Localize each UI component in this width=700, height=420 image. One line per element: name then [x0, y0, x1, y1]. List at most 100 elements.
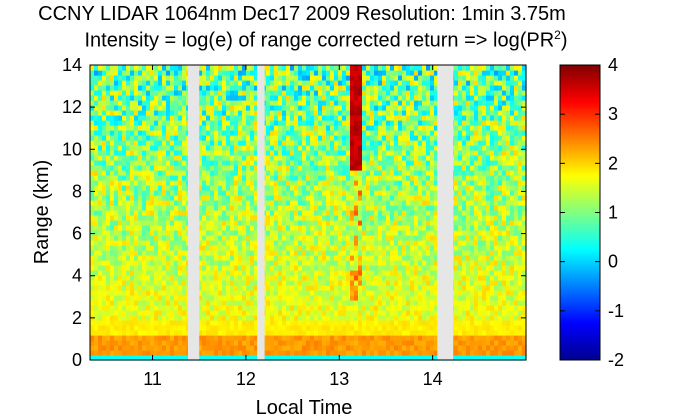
heatmap-cell [346, 355, 351, 361]
heatmap-cell [406, 340, 411, 346]
heatmap-cell [346, 315, 351, 321]
heatmap-cell [282, 310, 287, 316]
heatmap-cell [122, 320, 127, 326]
heatmap-cell [102, 235, 107, 241]
heatmap-cell [406, 115, 411, 121]
heatmap-cell [410, 275, 415, 281]
heatmap-cell [98, 355, 103, 361]
heatmap-cell [314, 240, 319, 246]
heatmap-cell [250, 235, 255, 241]
heatmap-cell [294, 95, 299, 101]
heatmap-cell [210, 285, 215, 291]
heatmap-cell [102, 290, 107, 296]
heatmap-cell [102, 285, 107, 291]
heatmap-cell [346, 65, 351, 71]
heatmap-cell [290, 330, 295, 336]
heatmap-cell [182, 225, 187, 231]
heatmap-cell [234, 100, 239, 106]
heatmap-cell [334, 235, 339, 241]
heatmap-cell [206, 280, 211, 286]
heatmap-cell [358, 65, 363, 71]
heatmap-cell [126, 355, 131, 361]
heatmap-cell [246, 340, 251, 346]
heatmap-cell [230, 225, 235, 231]
heatmap-cell [290, 275, 295, 281]
heatmap-cell [110, 290, 115, 296]
heatmap-cell [226, 300, 231, 306]
heatmap-cell [90, 100, 95, 106]
heatmap-cell [90, 215, 95, 221]
heatmap-cell [122, 80, 127, 86]
heatmap-cell [158, 120, 163, 126]
heatmap-cell [138, 110, 143, 116]
heatmap-cell [222, 255, 227, 261]
heatmap-cell [426, 325, 431, 331]
heatmap-cell [382, 275, 387, 281]
heatmap-cell [346, 255, 351, 261]
heatmap-cell [270, 280, 275, 286]
heatmap-cell [122, 310, 127, 316]
heatmap-cell [154, 115, 159, 121]
heatmap-cell [110, 255, 115, 261]
heatmap-cell [414, 190, 419, 196]
heatmap-cell [418, 275, 423, 281]
heatmap-cell [294, 350, 299, 356]
heatmap-cell [122, 340, 127, 346]
heatmap-cell [382, 120, 387, 126]
heatmap-cell [170, 180, 175, 186]
heatmap-cell [226, 255, 231, 261]
heatmap-cell [418, 220, 423, 226]
heatmap-cell [254, 85, 259, 91]
heatmap-cell [294, 130, 299, 136]
heatmap-cell [374, 250, 379, 256]
heatmap-cell [350, 145, 355, 151]
heatmap-cell [114, 90, 119, 96]
heatmap-cell [422, 105, 427, 111]
heatmap-cell [90, 205, 95, 211]
heatmap-cell [326, 190, 331, 196]
heatmap-cell [406, 90, 411, 96]
heatmap-cell [182, 345, 187, 351]
heatmap-cell [254, 115, 259, 121]
heatmap-cell [130, 145, 135, 151]
heatmap-cell [130, 260, 135, 266]
heatmap-cell [306, 290, 311, 296]
heatmap-cell [214, 215, 219, 221]
heatmap-cell [218, 65, 223, 71]
heatmap-cell [214, 355, 219, 361]
heatmap-cell [354, 355, 359, 361]
heatmap-cell [110, 240, 115, 246]
heatmap-cell [98, 155, 103, 161]
heatmap-cell [126, 115, 131, 121]
heatmap-cell [266, 265, 271, 271]
heatmap-cell [418, 250, 423, 256]
heatmap-cell [266, 135, 271, 141]
heatmap-cell [274, 165, 279, 171]
heatmap-cell [254, 145, 259, 151]
heatmap-cell [110, 90, 115, 96]
heatmap-cell [314, 345, 319, 351]
heatmap-cell [174, 100, 179, 106]
heatmap-cell [302, 335, 307, 341]
heatmap-cell [150, 205, 155, 211]
heatmap-cell [370, 190, 375, 196]
heatmap-cell [298, 70, 303, 76]
heatmap-cell [162, 350, 167, 356]
heatmap-cell [182, 85, 187, 91]
heatmap-cell [110, 225, 115, 231]
heatmap-cell [378, 80, 383, 86]
heatmap-cell [118, 220, 123, 226]
heatmap-cell [290, 125, 295, 131]
heatmap-cell [90, 355, 95, 361]
heatmap-cell [378, 325, 383, 331]
heatmap-cell [226, 75, 231, 81]
heatmap-cell [286, 195, 291, 201]
heatmap-cell [402, 270, 407, 276]
heatmap-cell [222, 300, 227, 306]
heatmap-cell [390, 280, 395, 286]
heatmap-cell [378, 225, 383, 231]
heatmap-cell [286, 290, 291, 296]
heatmap-cell [378, 245, 383, 251]
heatmap-cell [230, 150, 235, 156]
heatmap-cell [230, 170, 235, 176]
